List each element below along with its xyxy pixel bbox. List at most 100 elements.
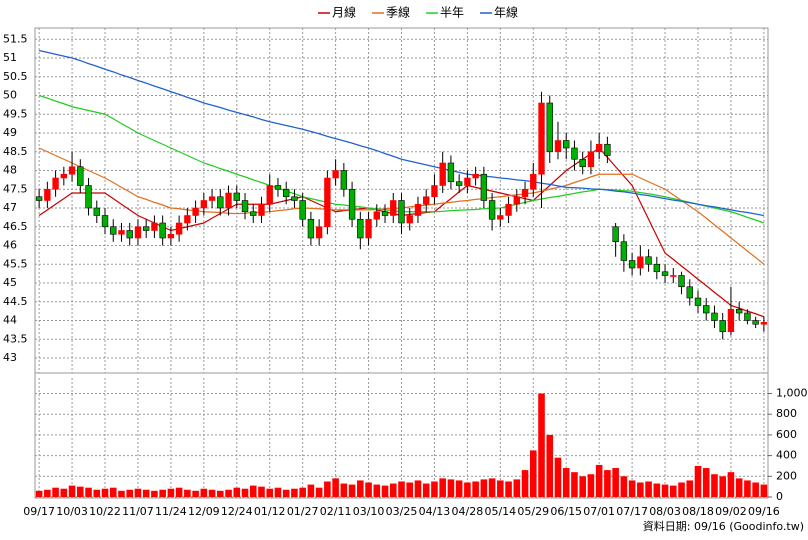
volume-bar <box>348 484 356 497</box>
candle-body <box>538 102 545 175</box>
candle-body <box>381 211 389 216</box>
volume-bar <box>332 478 339 497</box>
candle-body <box>546 102 553 153</box>
x-tick-label: 09/17 <box>23 505 55 518</box>
x-tick-label: 02/11 <box>320 505 352 518</box>
x-tick-label: 10/22 <box>89 505 121 518</box>
y-tick-label: 51.5 <box>3 32 28 45</box>
volume-bar <box>414 480 422 497</box>
x-tick-label: 01/12 <box>254 505 286 518</box>
candle-body <box>68 166 76 175</box>
candle-body <box>455 181 463 186</box>
volume-bar <box>398 481 405 497</box>
candle-body <box>505 203 512 216</box>
volume-bar <box>455 480 463 497</box>
candle-body <box>563 140 570 149</box>
volume-bar <box>307 484 315 497</box>
y-tick-label: 48.5 <box>3 145 28 158</box>
candle-body <box>348 188 356 220</box>
candle-body <box>332 170 339 179</box>
volume-bar <box>422 483 430 497</box>
volume-bar <box>52 487 59 497</box>
y-tick-label: 47.5 <box>3 182 28 195</box>
candle-body <box>258 203 265 216</box>
y2-tick-label: 0 <box>776 490 783 503</box>
candle-body <box>208 196 216 201</box>
candle-body <box>678 275 685 288</box>
volume-bar <box>711 474 718 497</box>
candle-body <box>472 173 479 179</box>
candle-body <box>151 222 158 231</box>
y-tick-label: 45.5 <box>3 257 28 270</box>
candle-body <box>192 207 199 216</box>
volume-bar <box>241 488 249 497</box>
candle-body <box>283 188 290 198</box>
volume-bar <box>159 489 166 497</box>
candle-body <box>744 312 751 321</box>
volume-bar <box>151 490 158 497</box>
volume-bar <box>447 479 455 497</box>
volume-bar <box>480 479 488 497</box>
candle-body <box>299 200 306 220</box>
candle-body <box>134 226 142 239</box>
volume-bar <box>68 485 76 497</box>
candle-body <box>373 211 380 220</box>
candle-body <box>703 305 710 314</box>
volume-bar <box>291 488 298 497</box>
volume-bar <box>44 489 51 497</box>
candle-body <box>587 151 595 168</box>
x-tick-label: 10/03 <box>56 505 88 518</box>
candle-body <box>694 297 702 306</box>
volume-bar <box>85 487 92 497</box>
x-tick-label: 06/15 <box>550 505 582 518</box>
candle-body <box>670 275 677 277</box>
y2-tick-label: 1,000 <box>776 387 808 400</box>
x-tick-label: 03/10 <box>353 505 385 518</box>
candle-body <box>752 320 759 325</box>
volume-bar <box>126 489 134 497</box>
candle-body <box>628 260 636 269</box>
y2-tick-label: 600 <box>776 428 797 441</box>
candle-body <box>439 162 446 186</box>
volume-bar <box>554 457 562 497</box>
x-tick-label: 07/17 <box>616 505 648 518</box>
candle-body <box>447 162 455 183</box>
volume-bar <box>406 482 414 497</box>
volume-bar <box>505 481 512 497</box>
volume-bar <box>702 468 710 497</box>
candle-body <box>60 173 68 179</box>
volume-bar <box>192 490 199 497</box>
candle-body <box>398 200 405 224</box>
legend-label: 年線 <box>494 5 518 20</box>
legend-label: 半年 <box>440 6 464 20</box>
volume-bar <box>752 482 759 497</box>
candle-body <box>315 226 323 239</box>
x-tick-label: 09/16 <box>748 505 780 518</box>
y2-tick-label: 200 <box>776 469 797 482</box>
candle-body <box>760 322 768 325</box>
candle-body <box>167 233 175 239</box>
legend-label: 月線 <box>332 5 356 20</box>
candle-body <box>513 196 520 205</box>
candle-body <box>340 170 348 190</box>
candle-body <box>274 185 282 190</box>
y-tick-label: 45 <box>3 276 17 289</box>
volume-bar <box>464 482 471 497</box>
y-tick-label: 46 <box>3 239 17 252</box>
volume-bar <box>35 490 43 497</box>
candle-body <box>77 166 84 186</box>
candle-body <box>52 177 59 190</box>
volume-bar <box>661 484 669 497</box>
volume-bar <box>571 472 578 497</box>
candle-body <box>250 211 257 216</box>
volume-bar <box>497 480 504 497</box>
footnote: 資料日期: 09/16 (Goodinfo.tw) <box>643 519 804 533</box>
x-tick-label: 05/14 <box>484 505 516 518</box>
volume-bar <box>637 482 644 497</box>
candle-body <box>110 226 117 235</box>
volume-bar <box>628 480 636 497</box>
volume-bar <box>562 468 570 497</box>
candle-body <box>595 143 603 153</box>
volume-bar <box>118 490 125 497</box>
